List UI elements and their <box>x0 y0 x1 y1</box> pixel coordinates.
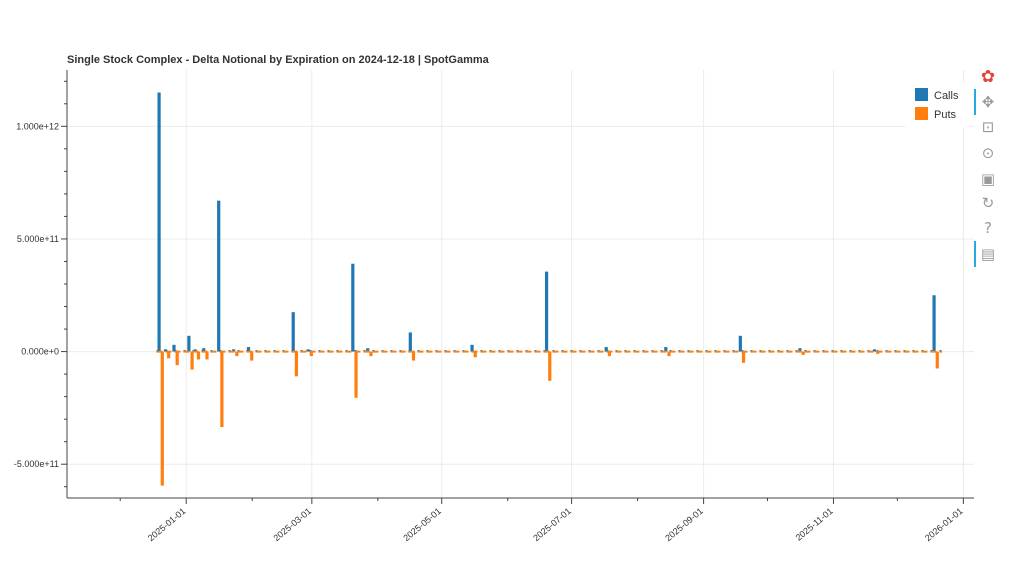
legend-label-puts[interactable]: Puts <box>934 109 957 121</box>
x-tick-label: 2025-05-01 <box>401 506 443 543</box>
puts-bar[interactable] <box>473 351 477 358</box>
puts-bar[interactable] <box>294 351 299 377</box>
calls-bar[interactable] <box>172 344 176 352</box>
puts-bar[interactable] <box>220 351 224 428</box>
calls-bar[interactable] <box>738 335 742 352</box>
puts-bar[interactable] <box>190 351 194 370</box>
puts-bar[interactable] <box>250 351 254 361</box>
hover-icon[interactable]: ▤ <box>974 241 999 267</box>
calls-bar[interactable] <box>872 349 877 352</box>
wheel-zoom-icon[interactable]: ⊙ <box>981 144 995 162</box>
x-tick-label: 2026-01-01 <box>923 506 965 543</box>
puts-bar[interactable] <box>354 351 358 398</box>
puts-bar[interactable] <box>205 351 209 360</box>
pan-icon[interactable]: ✥ <box>974 89 999 115</box>
calls-bar[interactable] <box>351 263 355 352</box>
y-tick-label: 1.000e+12 <box>16 121 59 131</box>
calls-bar[interactable] <box>291 312 295 352</box>
puts-bar[interactable] <box>741 351 746 363</box>
puts-bar[interactable] <box>167 351 171 359</box>
calls-bar[interactable] <box>408 332 412 352</box>
puts-bar[interactable] <box>411 351 416 361</box>
calls-bar[interactable] <box>664 347 668 352</box>
box-zoom-icon[interactable]: ⊡ <box>981 118 995 136</box>
calls-bar[interactable] <box>202 348 206 352</box>
legend-swatch-puts <box>915 107 928 120</box>
puts-bar[interactable] <box>309 351 313 357</box>
calls-bar[interactable] <box>366 348 370 352</box>
puts-bar[interactable] <box>876 351 880 354</box>
legend-swatch-calls <box>915 88 928 101</box>
calls-bar[interactable] <box>193 349 197 352</box>
puts-bar[interactable] <box>369 351 373 357</box>
legend-box <box>905 82 967 128</box>
help-icon[interactable]: ? <box>984 219 992 237</box>
x-tick-label: 2025-07-01 <box>531 506 573 543</box>
chart-title: Single Stock Complex - Delta Notional by… <box>67 54 489 66</box>
calls-bar[interactable] <box>798 348 802 352</box>
puts-bar[interactable] <box>160 351 164 486</box>
puts-bar[interactable] <box>196 351 201 360</box>
calls-bar[interactable] <box>306 349 310 352</box>
calls-bar[interactable] <box>187 335 191 352</box>
calls-bar[interactable] <box>246 347 251 352</box>
puts-bar[interactable] <box>235 351 239 357</box>
calls-bar[interactable] <box>470 344 474 352</box>
legend-label-calls[interactable]: Calls <box>934 90 959 102</box>
calls-bar[interactable] <box>157 92 161 352</box>
calls-bar[interactable] <box>217 200 221 352</box>
x-tick-label: 2025-11-01 <box>794 506 835 543</box>
x-tick-label: 2025-03-01 <box>271 506 313 543</box>
calls-bar[interactable] <box>231 349 236 352</box>
puts-bar[interactable] <box>175 351 179 366</box>
y-tick-label: 0.000e+0 <box>21 347 59 357</box>
puts-bar[interactable] <box>607 351 611 357</box>
y-tick-label: 5.000e+11 <box>17 234 59 244</box>
puts-bar[interactable] <box>801 351 805 355</box>
calls-bar[interactable] <box>544 271 549 352</box>
calls-bar[interactable] <box>604 347 608 352</box>
puts-bar[interactable] <box>935 351 939 369</box>
y-tick-label: -5.000e+11 <box>14 459 59 469</box>
puts-bar[interactable] <box>667 351 671 357</box>
reset-icon[interactable]: ↻ <box>981 194 995 212</box>
x-tick-label: 2025-01-01 <box>146 506 188 543</box>
puts-bar[interactable] <box>548 351 552 381</box>
save-icon[interactable]: ▣ <box>980 170 996 188</box>
x-tick-label: 2025-09-01 <box>663 506 705 543</box>
legend: Calls Puts <box>905 82 967 128</box>
calls-bar[interactable] <box>932 295 936 352</box>
bokeh-logo-icon[interactable]: ✿ <box>980 67 996 87</box>
